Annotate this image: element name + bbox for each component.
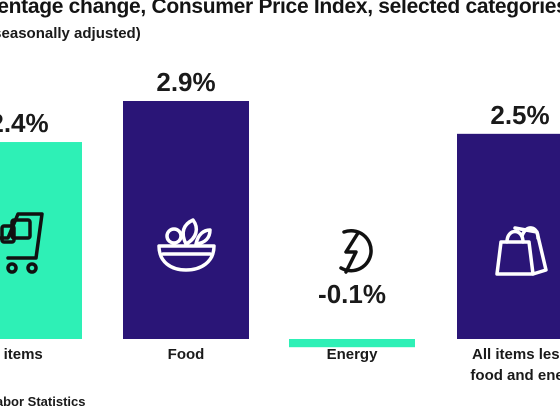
value-label-4: 2.5% bbox=[490, 100, 549, 130]
bar-2 bbox=[123, 101, 249, 339]
category-label-3: Energy bbox=[327, 346, 379, 363]
value-label-2: 2.9% bbox=[156, 67, 215, 97]
shopping-cart-icon bbox=[0, 212, 44, 274]
salad-bowl-icon bbox=[157, 218, 216, 272]
source-note: f Labor Statistics bbox=[0, 394, 86, 409]
energy-bolt-icon bbox=[339, 228, 373, 274]
value-label-3: -0.1% bbox=[318, 279, 386, 309]
category-label-4: All items less food and ener bbox=[470, 346, 560, 384]
category-label-1: l items bbox=[0, 346, 43, 363]
chart-subtitle: t seasonally adjusted) bbox=[0, 25, 141, 42]
value-label-1: 2.4% bbox=[0, 108, 49, 138]
chart-title: rcentage change, Consumer Price Index, s… bbox=[0, 0, 560, 18]
shopping-bag-icon bbox=[495, 226, 548, 276]
category-label-2: Food bbox=[168, 346, 205, 363]
bar-3 bbox=[289, 339, 415, 348]
